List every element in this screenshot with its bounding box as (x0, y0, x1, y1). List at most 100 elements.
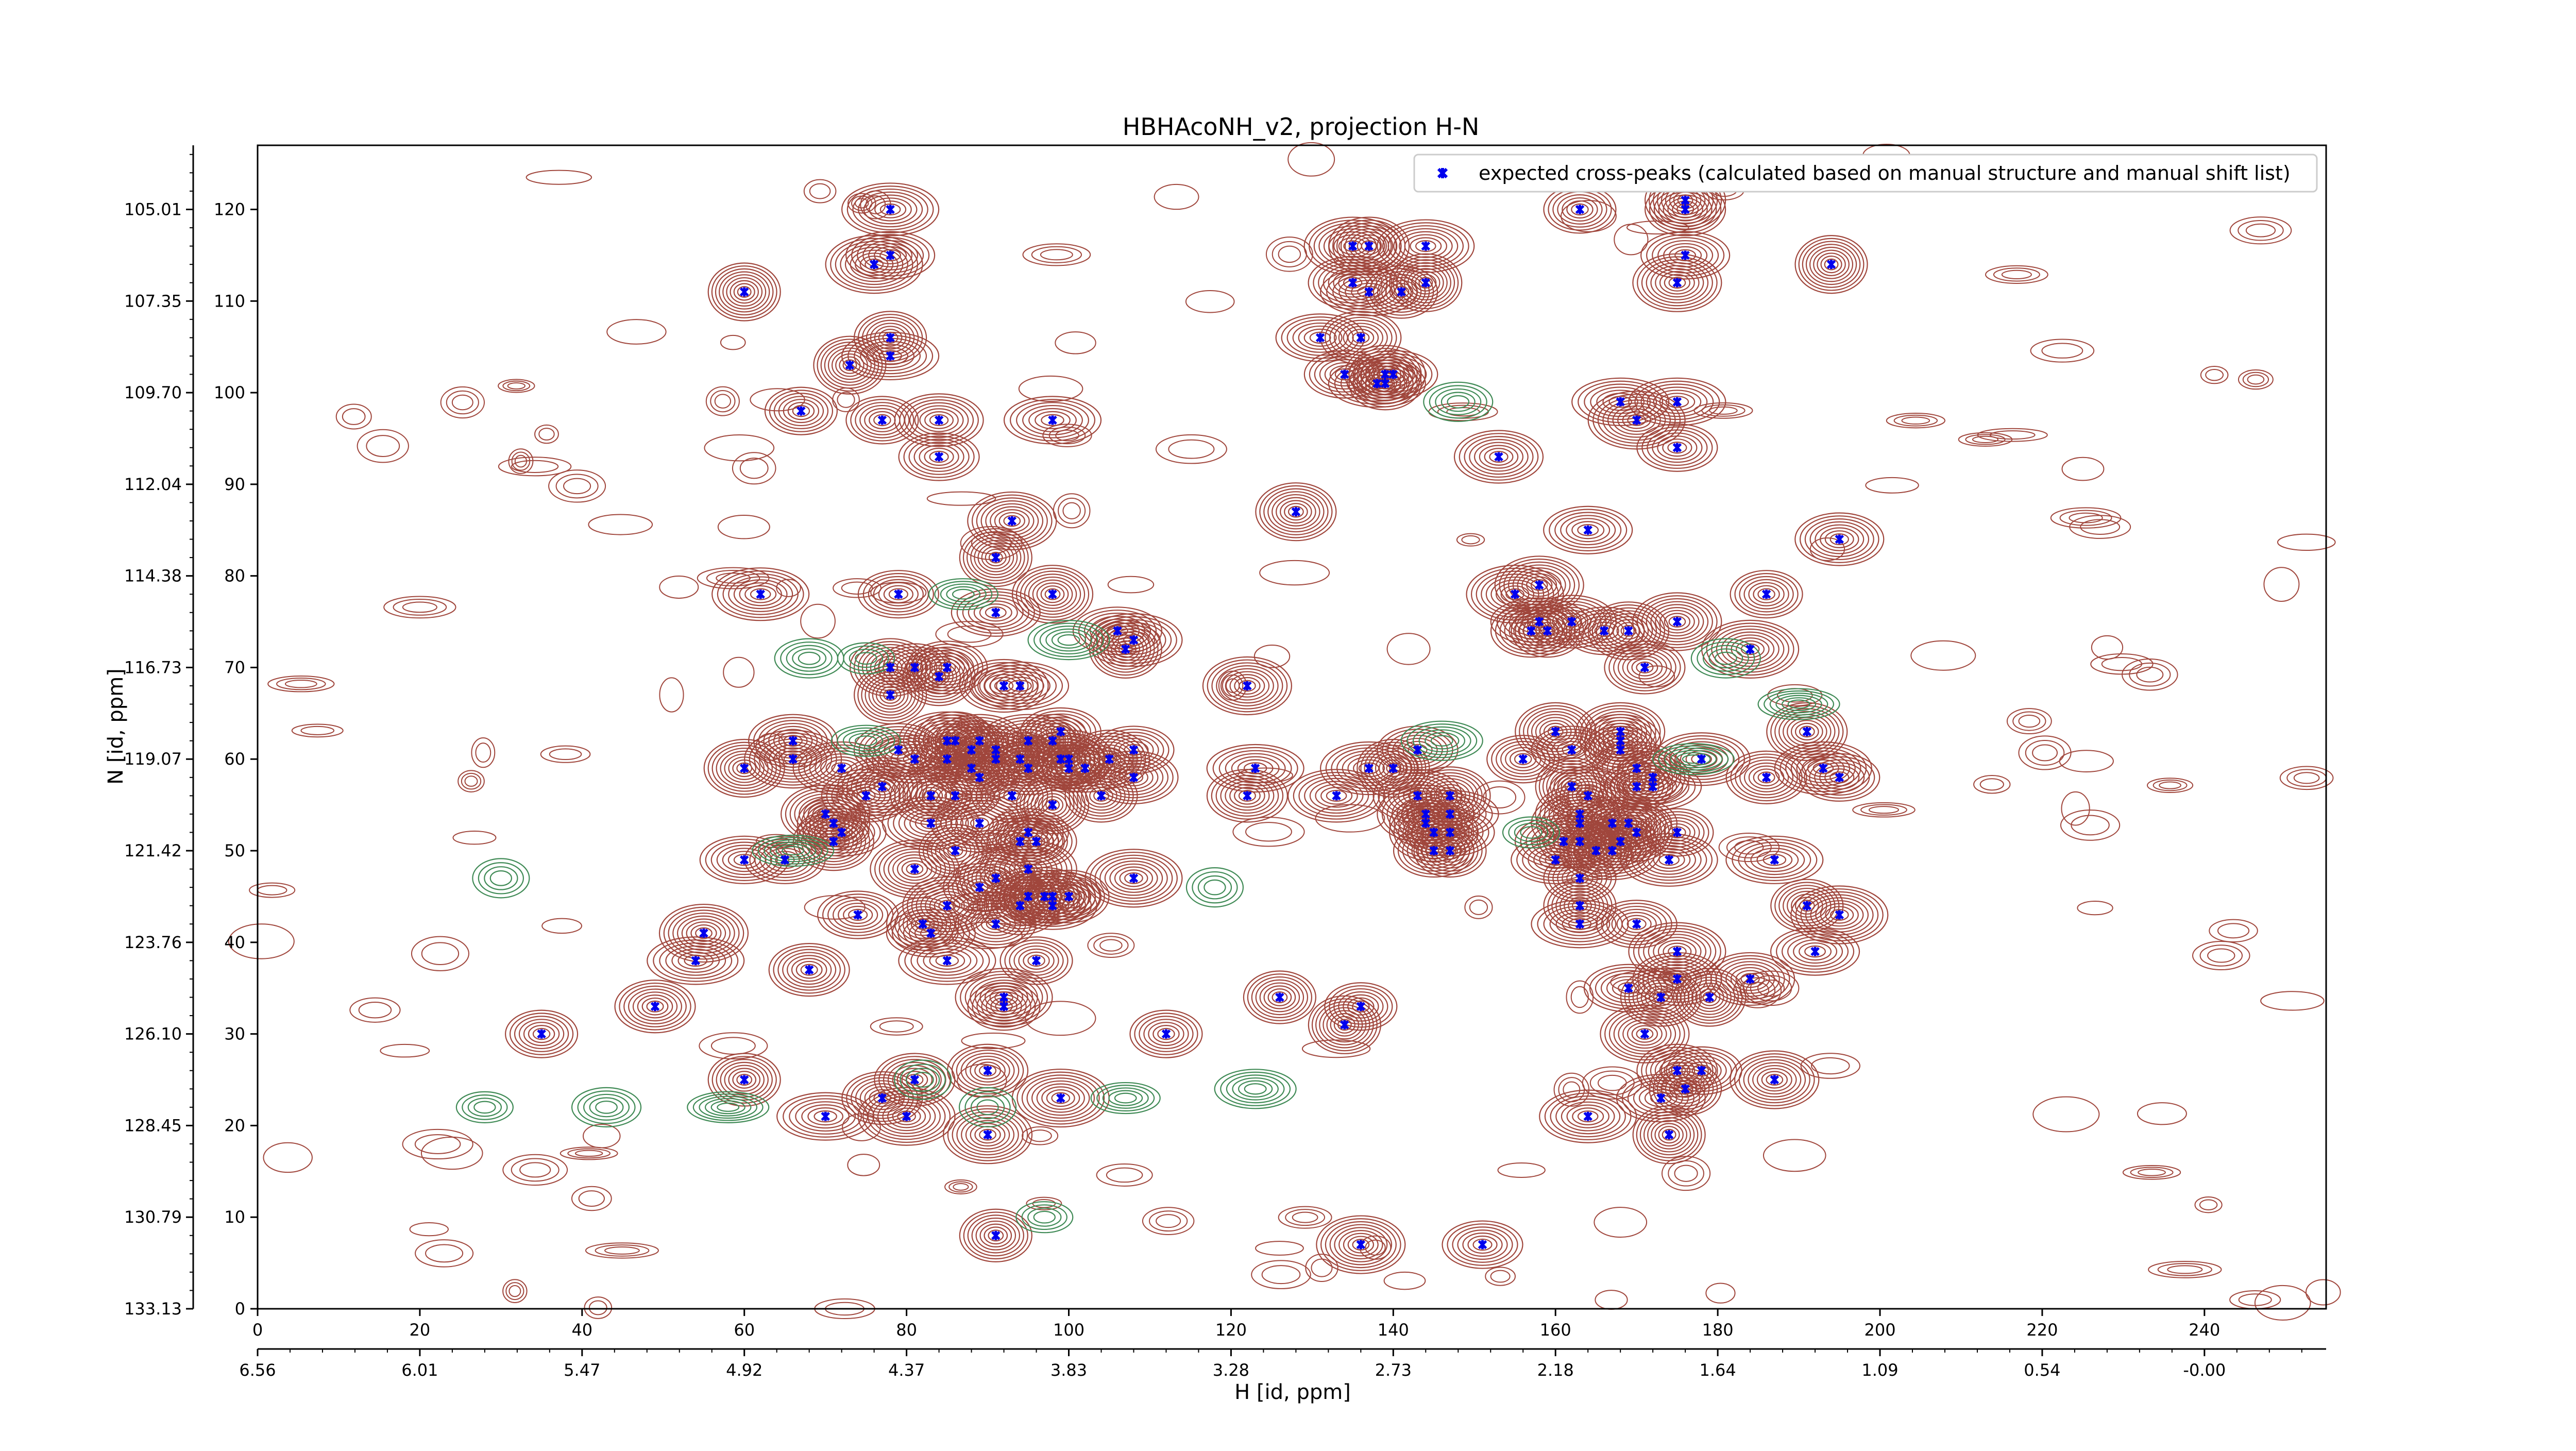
contour-line (1809, 759, 1870, 796)
contour-line (1013, 945, 1059, 976)
contour-line (1790, 885, 1889, 944)
contour-line (1799, 753, 1880, 802)
contour-line (1632, 592, 1722, 651)
contour-line (1483, 786, 1517, 809)
contour-line (723, 656, 755, 688)
contour-line (1185, 867, 1244, 908)
contour-line (919, 408, 959, 432)
contour-line (777, 949, 841, 991)
contour-line (974, 1061, 1001, 1080)
contour-line (2030, 339, 2095, 363)
contour-line (1032, 872, 1105, 921)
contour-line (357, 429, 409, 463)
contour-line (1502, 816, 1561, 849)
contour-line (1425, 845, 1443, 857)
contour-line (1795, 888, 1884, 941)
contour-line (1626, 220, 1689, 235)
contour-line (455, 1091, 514, 1123)
contour-line (1323, 1007, 1367, 1043)
contour-line (849, 649, 884, 668)
contour-line (595, 1244, 650, 1257)
contour-line (831, 826, 853, 839)
contour-line (549, 748, 582, 761)
contour-line (969, 898, 1002, 912)
contour-line (541, 918, 582, 934)
contour-line (1415, 240, 1436, 252)
contour-line (714, 394, 732, 409)
x-tick-label: 20 (410, 1320, 431, 1340)
contour-line (420, 1136, 483, 1170)
peak-marker (1494, 452, 1503, 462)
peak-marker (1745, 644, 1755, 654)
contour-line (1643, 931, 1711, 972)
contour-line (913, 442, 964, 472)
ppm-tick-label: 4.92 (726, 1360, 762, 1380)
peak-marker (1551, 855, 1560, 865)
contour-line (1690, 638, 1761, 679)
peak-marker (1616, 745, 1625, 755)
contour-line (798, 651, 821, 665)
peak-marker (1672, 278, 1682, 288)
contour-line (2159, 781, 2181, 789)
peak-marker (739, 855, 749, 865)
contour-line (2050, 507, 2122, 529)
contour-line (1402, 740, 1433, 760)
contour-line (1026, 1196, 1062, 1210)
peak-marker (877, 415, 887, 425)
contour-line (1459, 433, 1539, 481)
contour-line (842, 730, 889, 752)
contour-line (1643, 1114, 1695, 1156)
peak-marker (821, 1111, 830, 1121)
contour-line (1263, 985, 1296, 1009)
contour-line (1790, 893, 1823, 918)
contour-line (926, 491, 996, 506)
peak-marker (804, 965, 814, 975)
contour-line (1046, 1089, 1075, 1107)
peak-marker (1624, 818, 1633, 828)
contour-line (782, 846, 805, 856)
contour-line (1396, 259, 1455, 307)
contour-line (961, 1032, 1026, 1049)
contour-line (1762, 1139, 1826, 1172)
contour-line (1272, 241, 1307, 267)
contour-line (1464, 896, 1493, 919)
contour-line (1673, 1079, 1698, 1098)
contour-line (1824, 530, 1854, 548)
contour-line (1622, 411, 1651, 429)
contour-line (1108, 735, 1159, 765)
contour-line (1743, 579, 1789, 610)
contour-line (1472, 1238, 1493, 1251)
peak-marker (1056, 727, 1065, 736)
contour-line (705, 386, 740, 416)
peak-marker (1445, 809, 1455, 819)
contour-line (1652, 743, 1735, 775)
contour-line (276, 678, 326, 690)
contour-line (1640, 383, 1714, 420)
contour-line (1025, 1001, 1096, 1036)
peak-marker (1048, 415, 1057, 425)
contour-line (988, 551, 1003, 564)
contour-line (1659, 820, 1696, 845)
contour-line (1757, 980, 1785, 997)
contour-line (665, 945, 726, 976)
contour-line (1096, 626, 1155, 673)
contour-line (663, 906, 744, 960)
contour-line (962, 531, 1029, 584)
contour-line (1392, 735, 1443, 765)
contour-line (764, 839, 823, 863)
ppm-tick-label: 6.01 (401, 1360, 438, 1380)
contour-line (1400, 720, 1483, 761)
contour-line (792, 648, 827, 669)
contour-line (888, 588, 908, 600)
contour-line (776, 1092, 875, 1141)
contour-line (752, 834, 835, 867)
peak-marker (829, 837, 838, 847)
contour-line (2192, 940, 2250, 970)
contour-line (1783, 887, 1832, 924)
contour-line (940, 583, 987, 605)
contour-line (1347, 329, 1375, 347)
contour-line (965, 1055, 1010, 1086)
contour-line (795, 1101, 856, 1132)
contour-line (1636, 661, 1654, 673)
